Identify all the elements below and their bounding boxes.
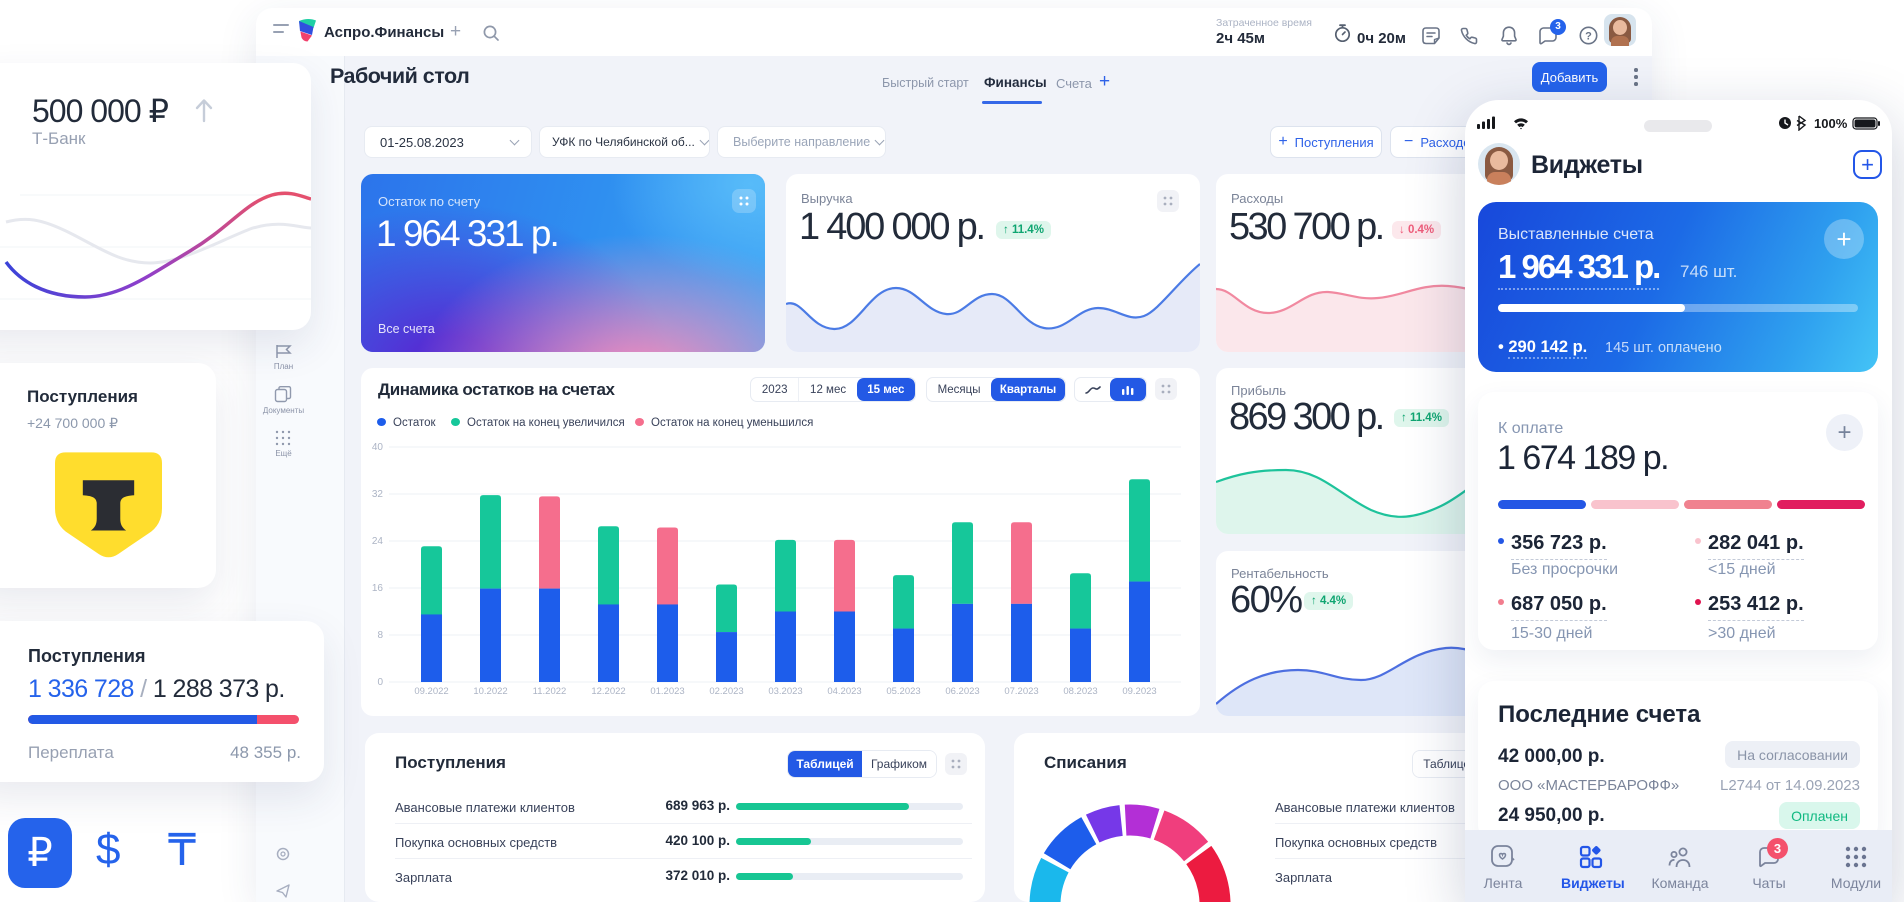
- svg-text:07.2023: 07.2023: [1004, 686, 1038, 697]
- svg-text:10.2022: 10.2022: [473, 686, 507, 697]
- svg-text:09.2023: 09.2023: [1122, 686, 1156, 697]
- svg-text:04.2023: 04.2023: [827, 686, 861, 697]
- svg-text:08.2023: 08.2023: [1063, 686, 1097, 697]
- svg-text:0: 0: [377, 677, 383, 688]
- svg-text:12.2022: 12.2022: [591, 686, 625, 697]
- svg-text:05.2023: 05.2023: [886, 686, 920, 697]
- svg-text:03.2023: 03.2023: [768, 686, 802, 697]
- svg-text:32: 32: [372, 489, 384, 500]
- svg-text:?: ?: [1585, 31, 1592, 43]
- svg-text:8: 8: [377, 630, 383, 641]
- svg-text:24: 24: [372, 536, 384, 547]
- svg-text:09.2022: 09.2022: [414, 686, 448, 697]
- svg-text:01.2023: 01.2023: [650, 686, 684, 697]
- svg-text:11.2022: 11.2022: [533, 686, 567, 697]
- svg-text:02.2023: 02.2023: [709, 686, 743, 697]
- svg-text:40: 40: [372, 442, 384, 453]
- svg-text:06.2023: 06.2023: [945, 686, 979, 697]
- svg-text:100%: 100%: [1814, 116, 1848, 131]
- svg-text:16: 16: [372, 583, 384, 594]
